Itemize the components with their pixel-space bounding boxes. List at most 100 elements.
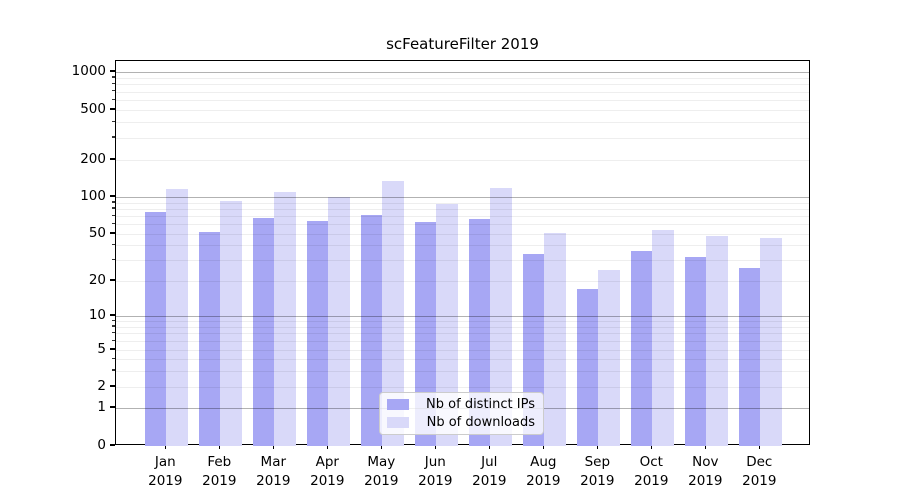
y-tick-label-20: 20 xyxy=(88,272,106,288)
x-tick-label-month: May xyxy=(367,454,396,470)
minor-gridline-600 xyxy=(116,100,809,101)
y-tick-500 xyxy=(110,108,115,110)
x-tick-label-year: 2019 xyxy=(472,473,507,489)
x-tick-label-sep: Sep 2019 xyxy=(570,453,624,491)
y-minor-tick-300 xyxy=(112,136,115,138)
x-tick-label-month: Jul xyxy=(481,454,498,470)
y-tick-label-0: 0 xyxy=(97,437,106,453)
x-tick-label-month: Mar xyxy=(260,454,287,470)
x-tick-label-month: Nov xyxy=(692,454,719,470)
y-tick-label-50: 50 xyxy=(88,225,106,241)
bar-downloads-jul xyxy=(490,188,512,446)
legend-item-downloads: Nb of downloads xyxy=(387,415,535,430)
bar-ips-jan xyxy=(144,212,167,446)
bar-downloads-feb xyxy=(220,201,242,446)
x-tick-jun xyxy=(434,445,436,449)
x-tick-label-jun: Jun 2019 xyxy=(408,453,462,491)
x-tick-label-month: Aug xyxy=(530,454,557,470)
y-tick-1 xyxy=(110,406,115,408)
y-tick-1000 xyxy=(110,70,115,72)
bar-downloads-oct xyxy=(652,229,674,446)
y-tick-label-2: 2 xyxy=(97,378,106,394)
y-minor-tick-9 xyxy=(112,319,115,322)
x-tick-label-year: 2019 xyxy=(742,473,777,489)
y-minor-tick-60 xyxy=(112,222,115,225)
bar-ips-apr xyxy=(306,220,329,446)
x-tick-label-feb: Feb 2019 xyxy=(192,453,246,491)
y-minor-tick-40 xyxy=(112,243,115,246)
bar-downloads-apr xyxy=(328,197,350,446)
y-minor-tick-700 xyxy=(112,90,115,92)
x-tick-mar xyxy=(272,445,274,449)
bar-ips-may xyxy=(360,215,383,446)
y-tick-100 xyxy=(110,195,115,197)
y-minor-tick-400 xyxy=(112,120,115,123)
x-tick-label-year: 2019 xyxy=(310,473,345,489)
bar-downloads-jun xyxy=(436,204,458,446)
x-tick-jul xyxy=(488,445,490,449)
legend-swatch-distinct-ips xyxy=(387,399,409,410)
x-tick-label-year: 2019 xyxy=(202,473,237,489)
x-tick-label-month: Jan xyxy=(154,454,176,470)
bar-downloads-nov xyxy=(706,236,728,446)
minor-gridline-500 xyxy=(116,110,809,111)
y-tick-label-1: 1 xyxy=(97,399,106,415)
legend: Nb of distinct IPs Nb of downloads xyxy=(379,392,544,435)
x-tick-label-year: 2019 xyxy=(580,473,615,489)
x-tick-feb xyxy=(218,445,220,449)
minor-gridline-200 xyxy=(116,160,809,161)
x-tick-label-month: Feb xyxy=(207,454,232,470)
bar-ips-oct xyxy=(630,250,653,446)
legend-label: Nb of distinct IPs xyxy=(426,397,535,412)
x-tick-label-month: Oct xyxy=(639,454,663,470)
y-minor-tick-80 xyxy=(112,207,115,209)
bar-downloads-mar xyxy=(274,191,296,446)
bar-ips-mar xyxy=(252,217,275,446)
x-tick-label-month: Jun xyxy=(424,454,446,470)
x-tick-label-apr: Apr 2019 xyxy=(300,453,354,491)
x-tick-sep xyxy=(596,445,598,449)
major-gridline-100 xyxy=(116,197,809,198)
x-tick-label-year: 2019 xyxy=(634,473,669,489)
x-tick-label-year: 2019 xyxy=(148,473,183,489)
x-tick-jan xyxy=(164,445,166,449)
y-tick-label-200: 200 xyxy=(80,151,106,167)
x-tick-label-year: 2019 xyxy=(418,473,453,489)
minor-gridline-900 xyxy=(116,77,809,79)
bar-downloads-aug xyxy=(544,232,566,446)
x-tick-label-month: Dec xyxy=(746,454,773,470)
bar-ips-sep xyxy=(576,289,599,446)
bar-downloads-jan xyxy=(166,188,188,446)
y-tick-20 xyxy=(110,279,115,281)
bar-ips-feb xyxy=(198,231,221,446)
x-tick-may xyxy=(380,445,382,449)
y-tick-0 xyxy=(110,444,115,446)
y-minor-tick-6 xyxy=(112,339,115,341)
x-tick-label-may: May 2019 xyxy=(354,453,408,491)
y-tick-200 xyxy=(110,158,115,160)
bar-downloads-may xyxy=(382,180,404,446)
y-minor-tick-70 xyxy=(112,214,115,216)
y-minor-tick-90 xyxy=(112,201,115,203)
y-minor-tick-3 xyxy=(112,369,115,371)
plot-area xyxy=(115,60,810,446)
bar-ips-dec xyxy=(738,267,761,446)
legend-label: Nb of downloads xyxy=(426,415,535,430)
y-minor-tick-900 xyxy=(112,76,115,78)
y-tick-label-10: 10 xyxy=(88,307,106,323)
y-tick-10 xyxy=(110,314,115,316)
minor-gridline-800 xyxy=(116,84,809,86)
bar-ips-jul xyxy=(468,219,491,446)
x-tick-label-oct: Oct 2019 xyxy=(624,453,678,491)
y-tick-label-100: 100 xyxy=(80,188,106,204)
y-minor-tick-600 xyxy=(112,98,115,100)
x-tick-label-year: 2019 xyxy=(364,473,399,489)
chart-title: scFeatureFilter 2019 xyxy=(386,35,539,53)
x-tick-label-jan: Jan 2019 xyxy=(138,453,192,491)
major-gridline-1000 xyxy=(116,72,809,73)
y-tick-50 xyxy=(110,232,115,234)
y-minor-tick-30 xyxy=(112,258,115,261)
legend-item-distinct-ips: Nb of distinct IPs xyxy=(387,397,535,412)
y-minor-tick-8 xyxy=(112,325,115,327)
